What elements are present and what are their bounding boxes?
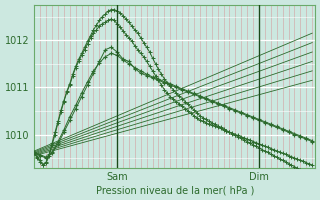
X-axis label: Pression niveau de la mer( hPa ): Pression niveau de la mer( hPa ) xyxy=(96,185,254,195)
